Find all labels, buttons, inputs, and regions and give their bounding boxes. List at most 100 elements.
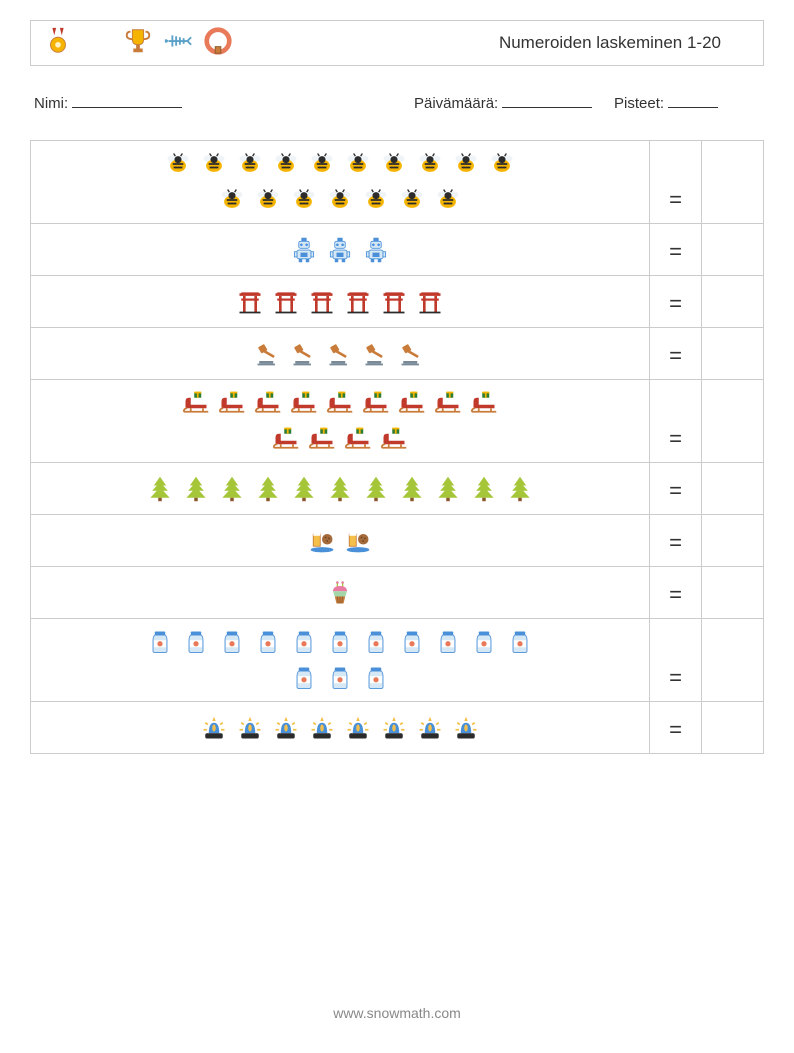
answer-cell[interactable] [701, 276, 763, 327]
robot-icon [361, 235, 391, 265]
cupcake-icon [325, 578, 355, 608]
answer-cell[interactable] [701, 619, 763, 701]
counting-row: = [31, 567, 763, 619]
bee-icon [289, 185, 319, 215]
item-cell [31, 224, 649, 275]
bee-icon [235, 149, 265, 179]
tennis-ball-icon [83, 26, 113, 61]
item-cell [31, 515, 649, 566]
item-cell [31, 619, 649, 701]
sleigh-icon [343, 424, 373, 454]
meta-row: Nimi: Päivämäärä: Pisteet: [30, 94, 764, 112]
equals-cell: = [649, 619, 701, 701]
jar-icon [361, 627, 391, 657]
fishbone-icon [163, 26, 193, 61]
bee-icon [361, 185, 391, 215]
bee-icon [271, 149, 301, 179]
bee-icon [487, 149, 517, 179]
header-icon-row [43, 26, 233, 61]
item-cell [31, 276, 649, 327]
robot-icon [289, 235, 319, 265]
bee-icon [415, 149, 445, 179]
sleigh-icon [217, 388, 247, 418]
bee-icon [325, 185, 355, 215]
gavel-icon [325, 339, 355, 369]
equals-cell: = [649, 141, 701, 223]
tree-icon [145, 474, 175, 504]
siren-icon [235, 713, 265, 743]
sleigh-icon [325, 388, 355, 418]
counting-table: ========== [30, 140, 764, 754]
jar-icon [361, 663, 391, 693]
bee-icon [433, 185, 463, 215]
siren-icon [271, 713, 301, 743]
equals-cell: = [649, 567, 701, 618]
answer-cell[interactable] [701, 515, 763, 566]
bee-icon [379, 149, 409, 179]
jar-icon [505, 627, 535, 657]
answer-cell[interactable] [701, 463, 763, 514]
gavel-icon [289, 339, 319, 369]
tree-icon [289, 474, 319, 504]
equals-cell: = [649, 702, 701, 753]
torii-icon [415, 287, 445, 317]
siren-icon [199, 713, 229, 743]
jar-icon [145, 627, 175, 657]
counting-row: = [31, 224, 763, 276]
tree-icon [469, 474, 499, 504]
tree-icon [433, 474, 463, 504]
counting-row: = [31, 702, 763, 754]
counting-row: = [31, 328, 763, 380]
footer-url: www.snowmath.com [0, 1005, 794, 1021]
name-blank[interactable] [72, 94, 182, 108]
beer-icon [307, 526, 337, 556]
torii-icon [379, 287, 409, 317]
jar-icon [253, 627, 283, 657]
answer-cell[interactable] [701, 380, 763, 462]
score-blank[interactable] [668, 94, 718, 108]
worksheet-title: Numeroiden laskeminen 1-20 [233, 33, 751, 53]
bee-icon [163, 149, 193, 179]
tree-icon [361, 474, 391, 504]
ring-icon [203, 26, 233, 61]
bee-icon [397, 185, 427, 215]
answer-cell[interactable] [701, 567, 763, 618]
gavel-icon [397, 339, 427, 369]
date-blank[interactable] [502, 94, 592, 108]
item-cell [31, 380, 649, 462]
item-cell [31, 141, 649, 223]
answer-cell[interactable] [701, 224, 763, 275]
sleigh-icon [469, 388, 499, 418]
jar-icon [217, 627, 247, 657]
sleigh-icon [289, 388, 319, 418]
sleigh-icon [181, 388, 211, 418]
equals-cell: = [649, 224, 701, 275]
trophy-icon [123, 26, 153, 61]
torii-icon [343, 287, 373, 317]
item-cell [31, 328, 649, 379]
jar-icon [325, 663, 355, 693]
bee-icon [253, 185, 283, 215]
jar-icon [433, 627, 463, 657]
date-label: Päivämäärä: [414, 95, 498, 112]
jar-icon [289, 627, 319, 657]
siren-icon [451, 713, 481, 743]
equals-cell: = [649, 515, 701, 566]
item-cell [31, 702, 649, 753]
tree-icon [217, 474, 247, 504]
counting-row: = [31, 619, 763, 702]
answer-cell[interactable] [701, 702, 763, 753]
gavel-icon [253, 339, 283, 369]
counting-row: = [31, 515, 763, 567]
answer-cell[interactable] [701, 328, 763, 379]
sleigh-icon [307, 424, 337, 454]
torii-icon [235, 287, 265, 317]
tree-icon [397, 474, 427, 504]
bee-icon [343, 149, 373, 179]
answer-cell[interactable] [701, 141, 763, 223]
tree-icon [253, 474, 283, 504]
jar-icon [397, 627, 427, 657]
worksheet-header: Numeroiden laskeminen 1-20 [30, 20, 764, 66]
counting-row: = [31, 141, 763, 224]
name-field: Nimi: [34, 94, 414, 112]
